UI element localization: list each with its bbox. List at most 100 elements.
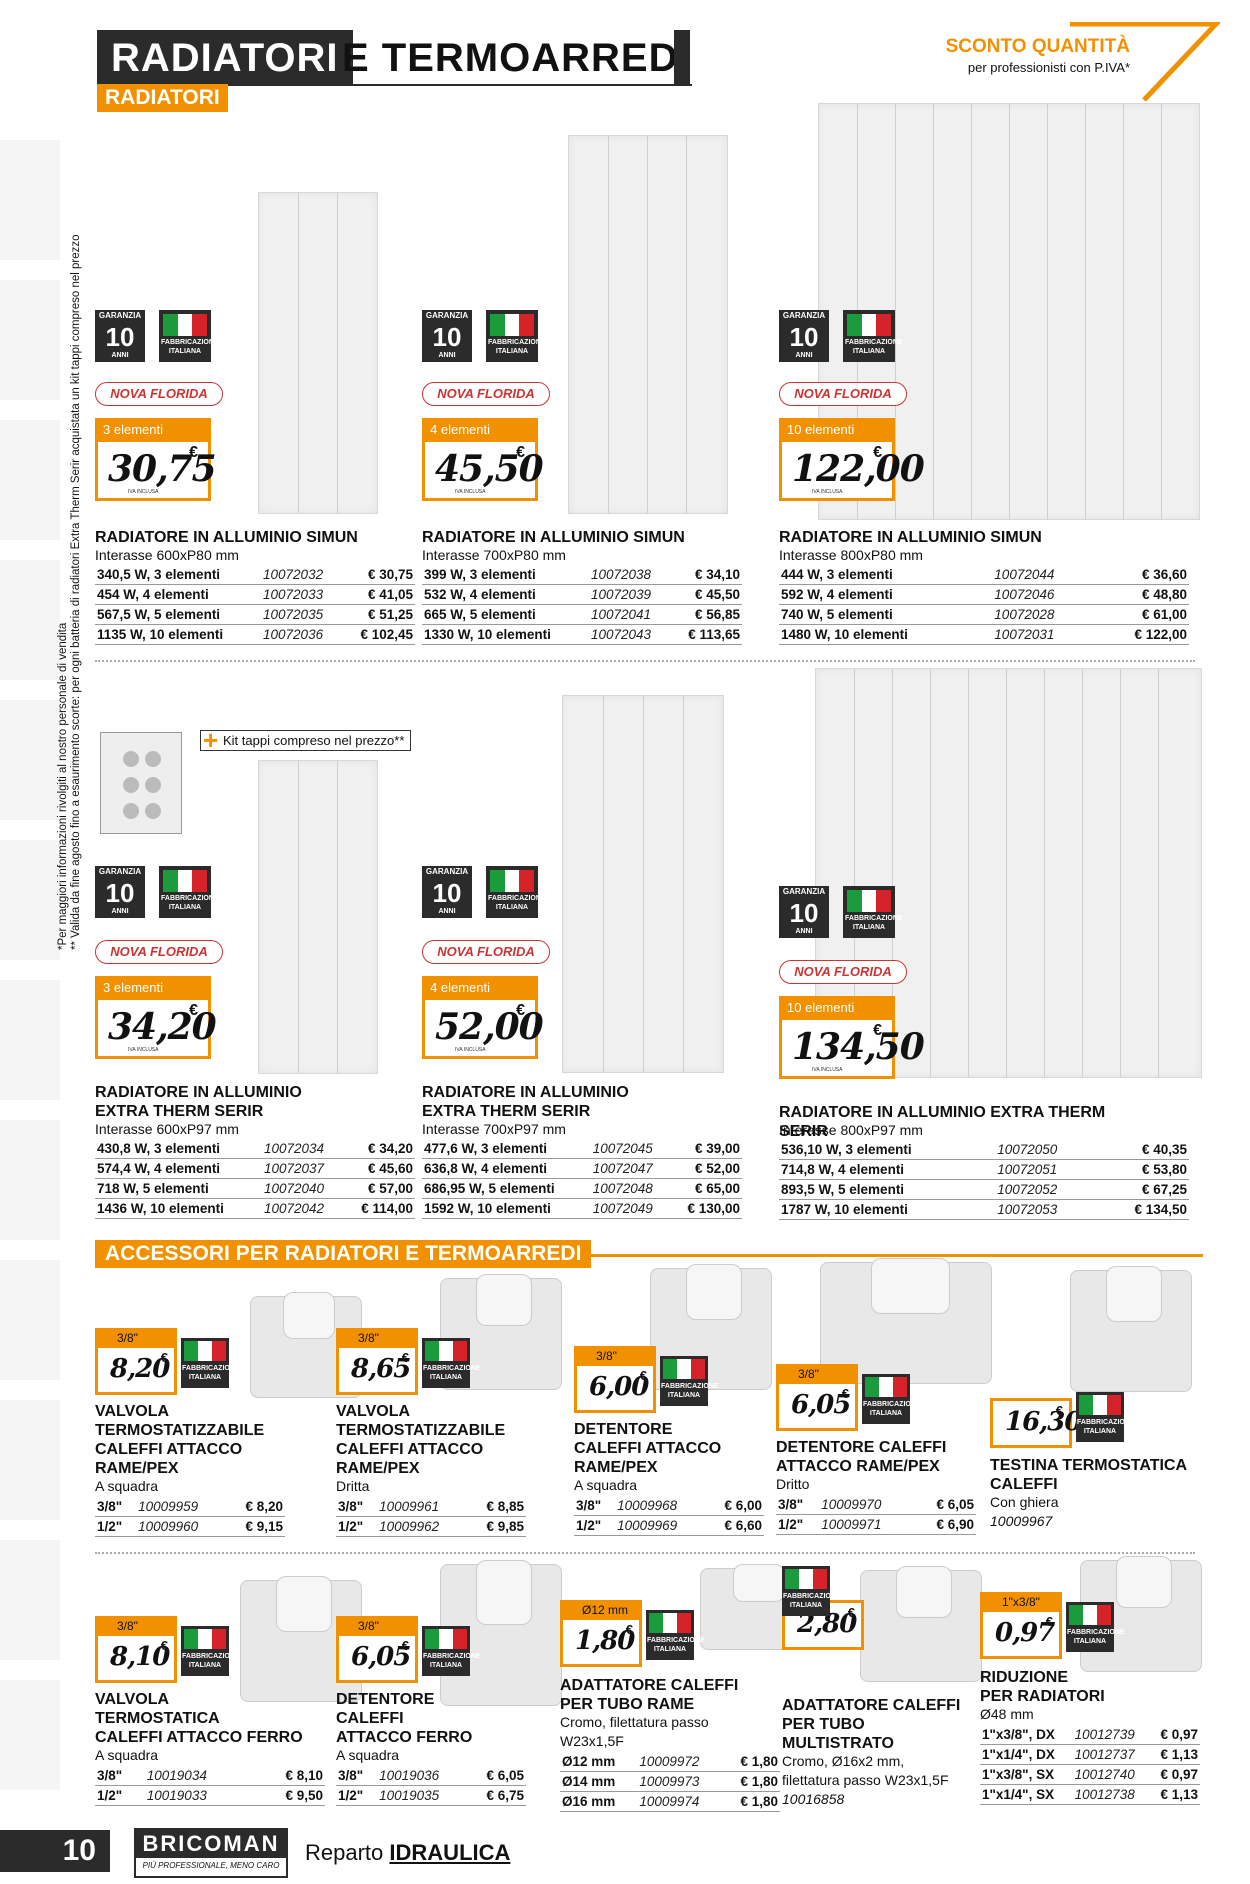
radiator-image-1: [258, 192, 378, 514]
accessory-title: DETENTORE CALEFFI ATTACCO FERRO: [336, 1690, 526, 1747]
spec-price: € 48,80: [1096, 584, 1189, 605]
accessory-spec-table: 3/8" 10009970 € 6,05 1/2" 10009971 € 6,90: [776, 1495, 976, 1535]
table-row: 665 W, 5 elementi 10072041 € 56,85: [422, 604, 742, 625]
price-value: 6,00: [589, 1372, 649, 1402]
spec-size: 1/2": [776, 1514, 820, 1535]
price-qty: 10 elementi: [779, 996, 895, 1020]
side-note-1: *Per maggiori informazioni rivolgiti al …: [57, 622, 69, 950]
accessory-title-line: CALEFFI ATTACCO: [574, 1440, 722, 1457]
fabbricazione-label: FABBRICAZIONE ITALIANA: [647, 1637, 705, 1653]
spec-code: 10072050: [995, 1140, 1099, 1160]
italy-flag-icon: [785, 1569, 827, 1589]
bricoman-logo: BRICOMAN PIÙ PROFESSIONALE, MENO CARO: [134, 1828, 288, 1878]
euro-icon: €: [847, 1605, 855, 1620]
spec-size: 3/8": [95, 1497, 137, 1517]
accessory-price-box: 3/8" 8,65 €: [336, 1328, 418, 1395]
euro-icon: €: [841, 1386, 849, 1401]
spec-code: 10072040: [261, 1178, 344, 1199]
accessory-title-line: RAME/PEX: [574, 1459, 658, 1476]
brand-logo: NOVA FLORIDA: [95, 940, 223, 964]
spec-price: € 6,05: [467, 1766, 526, 1786]
spec-price: € 56,85: [670, 604, 742, 625]
spec-price: € 52,00: [671, 1158, 742, 1179]
product-title-line2: EXTRA THERM SERIR: [95, 1103, 264, 1120]
garanzia-anni: ANNI: [438, 352, 456, 359]
iva-note: IVA INCLUSA: [128, 1047, 159, 1053]
spec-size: 3/8": [95, 1766, 145, 1786]
table-row: 740 W, 5 elementi 10072028 € 61,00: [779, 604, 1189, 625]
product-subtitle: Interasse 600xP80 mm: [95, 547, 239, 563]
spec-price: € 9,15: [226, 1516, 285, 1537]
euro-icon: €: [160, 1350, 168, 1365]
accessory-title-line: VALVOLA: [336, 1403, 411, 1420]
brand-logo: NOVA FLORIDA: [422, 382, 550, 406]
radiator-image-5: [562, 695, 724, 1073]
accessory-price-box: 3/8" 8,20 €: [95, 1328, 177, 1395]
italy-flag-icon: [163, 870, 208, 892]
promo-triangle-icon: [1070, 22, 1220, 102]
spec-table: 399 W, 3 elementi 10072038 € 34,10 532 W, 4…: [422, 565, 742, 645]
product-title-line1: RADIATORE IN ALLUMINIO: [422, 1084, 629, 1101]
spec-price: € 1,13: [1149, 1744, 1200, 1765]
fabbricazione-label: FABBRICAZIONE ITALIANA: [661, 1383, 719, 1399]
spec-price: € 130,00: [671, 1198, 742, 1219]
product-subtitle: Interasse 800xP97 mm: [779, 1122, 923, 1138]
spec-price: € 102,45: [342, 624, 415, 645]
accessory-price-box: 3/8" 8,10 €: [95, 1616, 177, 1683]
garanzia-badge: GARANZIA 10 ANNI: [422, 310, 472, 362]
garanzia-anni: ANNI: [111, 908, 129, 915]
accessory-title-line: CALEFFI ATTACCO FERRO: [95, 1729, 303, 1746]
spec-code: 10019034: [144, 1766, 255, 1786]
product-subtitle: Interasse 700xP97 mm: [422, 1121, 566, 1137]
spec-size: 1/2": [336, 1516, 378, 1537]
garanzia-years: 10: [432, 322, 462, 352]
table-row: 1787 W, 10 elementi 10072053 € 134,50: [779, 1199, 1189, 1220]
brand-logo: NOVA FLORIDA: [422, 940, 550, 964]
accessory-subtitle: Dritta: [336, 1478, 370, 1494]
fabbricazione-italiana-badge: FABBRICAZIONE ITALIANA: [422, 1338, 481, 1388]
fabbricazione-italiana-badge: FABBRICAZIONE ITALIANA: [486, 310, 546, 362]
price-value: 16,30: [1005, 1407, 1082, 1437]
table-row: 1/2" 10019035 € 6,75: [336, 1785, 526, 1806]
spec-code: 10012737: [1072, 1744, 1150, 1765]
spec-price: € 134,50: [1098, 1199, 1189, 1220]
spec-size: 3/8": [336, 1497, 378, 1517]
garanzia-years: 10: [789, 898, 819, 928]
brand-logo: NOVA FLORIDA: [779, 960, 907, 984]
garanzia-badge: GARANZIA 10 ANNI: [779, 310, 829, 362]
table-row: 3/8" 10009968 € 6,00: [574, 1496, 764, 1516]
page-number: 10: [0, 1830, 110, 1872]
spec-size: Ø14 mm: [560, 1771, 638, 1792]
table-row: 1135 W, 10 elementi 10072036 € 102,45: [95, 624, 415, 645]
spec-code: 10072051: [995, 1159, 1099, 1180]
garanzia-years: 10: [105, 878, 135, 908]
spec-price: € 113,65: [670, 624, 742, 645]
table-row: 532 W, 4 elementi 10072039 € 45,50: [422, 584, 742, 605]
accessory-title-line: CALEFFI ATTACCO: [95, 1441, 243, 1458]
spec-price: € 30,75: [342, 565, 415, 585]
garanzia-anni: ANNI: [795, 928, 813, 935]
table-row: 718 W, 5 elementi 10072040 € 57,00: [95, 1178, 415, 1199]
italy-flag-icon: [490, 870, 535, 892]
spec-price: € 6,00: [705, 1496, 764, 1516]
title-underline: [97, 84, 692, 86]
spec-price: € 45,60: [343, 1158, 415, 1179]
euro-icon: €: [625, 1622, 633, 1637]
fabbricazione-label: FABBRICAZIONE ITALIANA: [423, 1653, 481, 1669]
product-title-line1: RADIATORE IN ALLUMINIO SIMUN: [779, 529, 1042, 546]
accessory-title-line: ATTACCO RAME/PEX: [776, 1458, 940, 1475]
price-value: 8,65: [351, 1354, 411, 1384]
spec-price: € 6,05: [914, 1495, 976, 1515]
table-row: 444 W, 3 elementi 10072044 € 36,60: [779, 565, 1189, 585]
spec-desc: 567,5 W, 5 elementi: [95, 604, 262, 625]
italy-flag-icon: [847, 890, 892, 912]
accessory-title-line: MULTISTRATO: [782, 1735, 894, 1752]
table-row: 686,95 W, 5 elementi 10072048 € 65,00: [422, 1178, 742, 1199]
spec-table: 430,8 W, 3 elementi 10072034 € 34,20 574,4 …: [95, 1139, 415, 1219]
accessory-subtitle: Ø48 mm: [980, 1706, 1034, 1722]
spec-code: 10072028: [992, 604, 1097, 625]
spec-desc: 1330 W, 10 elementi: [422, 624, 589, 645]
page-title-part2: E TERMOARREDI: [342, 36, 691, 80]
euro-icon: €: [401, 1350, 409, 1365]
table-row: 1/2" 10019033 € 9,50: [95, 1785, 325, 1806]
